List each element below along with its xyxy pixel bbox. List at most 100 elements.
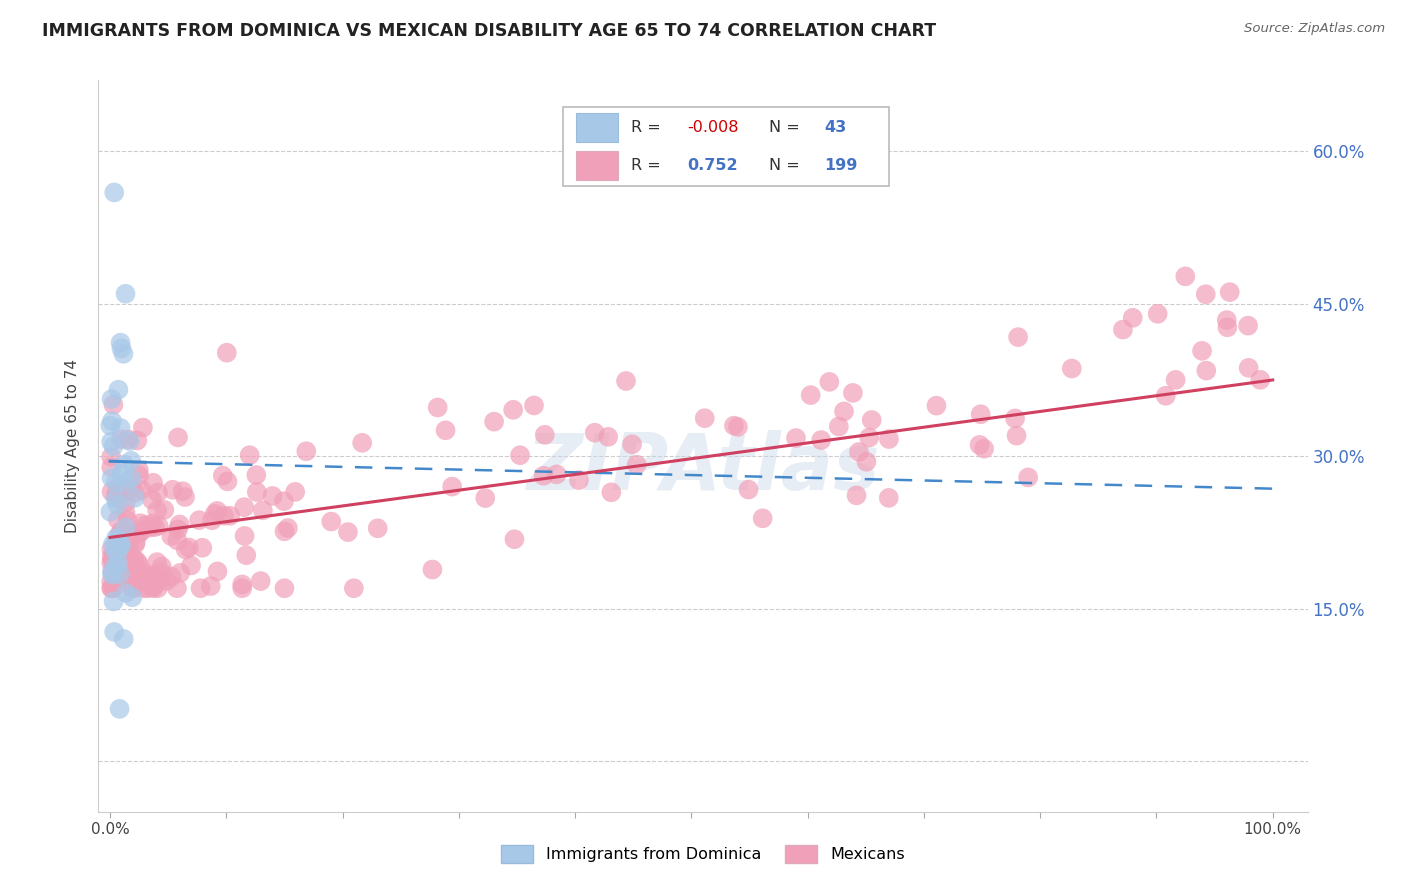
Point [101, 553, 124, 567]
Point [110, 335, 132, 350]
Point [273, 494, 295, 508]
Point [845, 488, 868, 502]
Point [503, 533, 526, 547]
Point [100, 392, 122, 406]
Point [105, 485, 128, 500]
Point [188, 513, 211, 527]
Point [100, 460, 122, 475]
Point [598, 430, 620, 444]
Point [737, 483, 759, 497]
Point [145, 567, 167, 582]
Text: Source: ZipAtlas.com: Source: ZipAtlas.com [1244, 22, 1385, 36]
Point [546, 467, 568, 482]
Point [1195, 363, 1218, 377]
Point [114, 586, 136, 600]
Point [800, 388, 823, 402]
Point [174, 490, 197, 504]
Point [124, 491, 146, 505]
Point [336, 525, 359, 540]
Point [150, 566, 173, 580]
Point [191, 541, 214, 555]
Point [105, 531, 128, 545]
Point [367, 521, 389, 535]
Point [200, 579, 222, 593]
Point [131, 483, 153, 497]
Point [146, 555, 169, 569]
Point [112, 632, 135, 646]
Point [1249, 373, 1271, 387]
Point [1195, 287, 1218, 301]
Point [235, 548, 257, 562]
Point [1122, 310, 1144, 325]
Point [142, 581, 165, 595]
Point [138, 521, 160, 535]
Point [190, 581, 212, 595]
Point [219, 508, 242, 523]
Point [117, 433, 139, 447]
Point [121, 591, 143, 605]
Point [352, 435, 374, 450]
Point [120, 454, 142, 468]
Point [142, 475, 165, 490]
Point [212, 508, 235, 523]
Point [108, 567, 131, 582]
Point [160, 570, 183, 584]
Point [125, 534, 148, 549]
Point [1146, 307, 1168, 321]
Point [114, 481, 136, 495]
Point [135, 518, 157, 533]
Point [150, 559, 173, 574]
Text: ZIPAtlas: ZIPAtlas [526, 430, 880, 506]
Point [100, 471, 122, 485]
Text: 0.752: 0.752 [686, 158, 737, 173]
Point [124, 485, 146, 500]
Point [128, 558, 150, 573]
Point [115, 525, 138, 540]
Point [169, 517, 191, 532]
Point [112, 549, 135, 563]
Point [231, 577, 253, 591]
Text: R =: R = [631, 120, 666, 135]
Point [104, 475, 127, 490]
Point [273, 524, 295, 539]
Point [860, 413, 883, 427]
Point [112, 347, 135, 361]
Text: 199: 199 [824, 158, 858, 173]
Point [100, 450, 122, 464]
Point [98, 418, 121, 433]
Point [128, 463, 150, 477]
Point [167, 430, 190, 444]
Point [110, 524, 132, 539]
Point [128, 525, 150, 540]
Point [111, 537, 134, 551]
Point [422, 562, 444, 576]
Point [112, 458, 135, 472]
Point [600, 485, 623, 500]
Point [101, 537, 124, 551]
Point [121, 578, 143, 592]
Point [122, 552, 145, 566]
Point [166, 581, 188, 595]
Point [105, 540, 128, 554]
Point [1216, 320, 1239, 334]
Point [973, 442, 995, 456]
Point [249, 574, 271, 588]
Point [201, 513, 224, 527]
Point [832, 404, 855, 418]
Point [128, 468, 150, 483]
Point [211, 468, 233, 483]
Point [107, 480, 129, 494]
Text: N =: N = [769, 120, 804, 135]
Point [107, 557, 129, 571]
FancyBboxPatch shape [562, 107, 890, 186]
Point [110, 539, 132, 553]
Point [117, 556, 139, 570]
Point [162, 483, 184, 497]
Point [117, 536, 139, 550]
Point [502, 402, 524, 417]
Point [110, 342, 132, 356]
Point [180, 558, 202, 573]
Point [1237, 318, 1260, 333]
Point [117, 513, 139, 527]
Point [114, 520, 136, 534]
